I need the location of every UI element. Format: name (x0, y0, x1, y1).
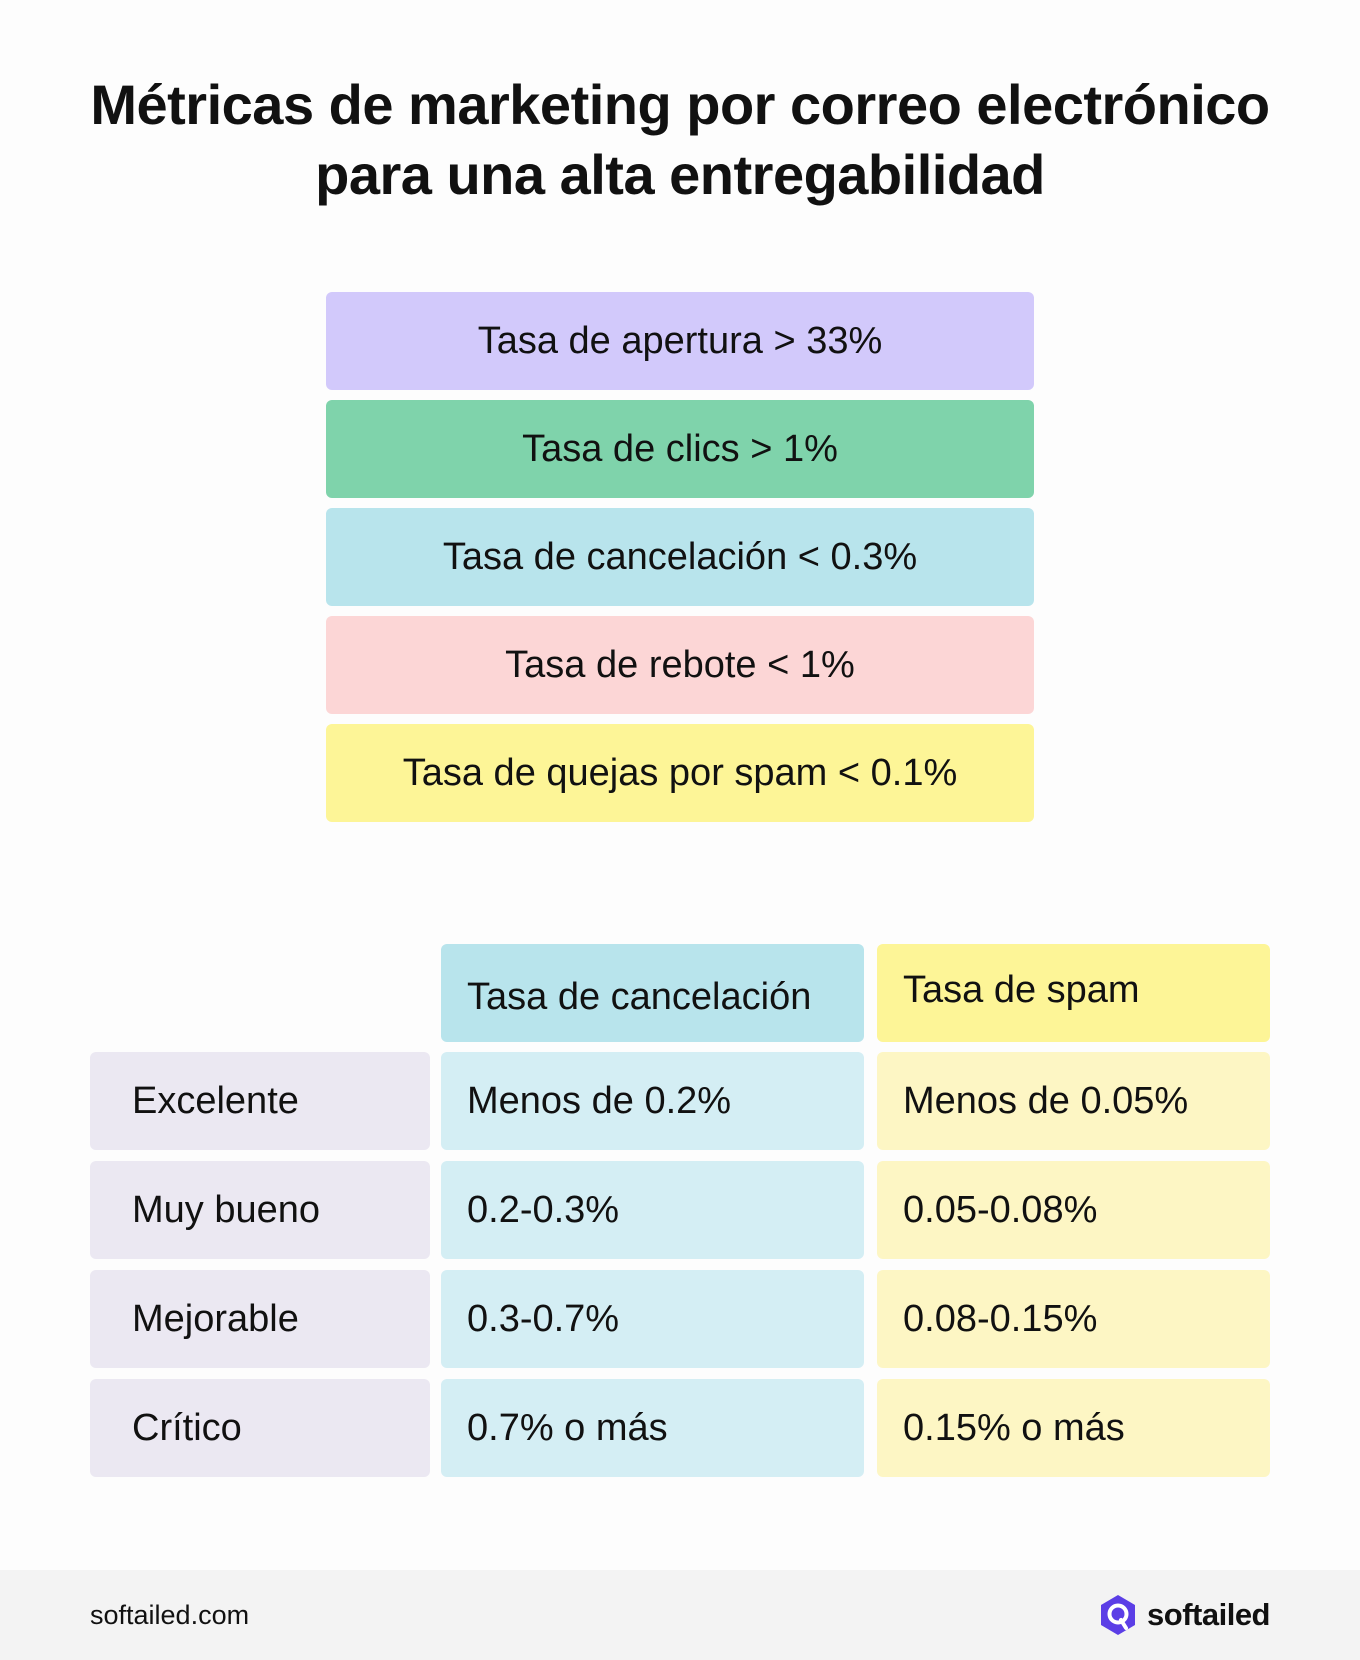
row-label-muy-bueno: Muy bueno (90, 1161, 430, 1259)
softailed-logo-icon (1099, 1594, 1137, 1636)
footer-url[interactable]: softailed.com (90, 1599, 250, 1630)
metric-unsubscribe-rate: Tasa de cancelación < 0.3% (326, 508, 1034, 606)
cell-unsubscribe-excelente: Menos de 0.2% (441, 1052, 864, 1150)
metric-open-rate: Tasa de apertura > 33% (326, 292, 1034, 390)
title-line-2: para una alta entregabilidad (315, 143, 1045, 206)
cell-unsubscribe-critico: 0.7% o más (441, 1379, 864, 1477)
cell-unsubscribe-muy-bueno: 0.2-0.3% (441, 1161, 864, 1259)
metrics-list: Tasa de apertura > 33% Tasa de clics > 1… (326, 292, 1034, 832)
brand-name: softailed (1147, 1597, 1270, 1632)
metric-click-rate: Tasa de clics > 1% (326, 400, 1034, 498)
metric-bounce-rate: Tasa de rebote < 1% (326, 616, 1034, 714)
row-label-excelente: Excelente (90, 1052, 430, 1150)
cell-spam-critico: 0.15% o más (877, 1379, 1270, 1477)
row-label-critico: Crítico (90, 1379, 430, 1477)
footer: softailed.com softailed (0, 1570, 1360, 1660)
page-title: Métricas de marketing por correo electró… (0, 70, 1360, 210)
brand-logo[interactable]: softailed (1099, 1570, 1270, 1660)
cell-spam-mejorable: 0.08-0.15% (877, 1270, 1270, 1368)
cell-spam-excelente: Menos de 0.05% (877, 1052, 1270, 1150)
title-line-1: Métricas de marketing por correo electró… (90, 73, 1270, 136)
row-label-mejorable: Mejorable (90, 1270, 430, 1368)
column-header-spam: Tasa de spam (877, 944, 1270, 1042)
cell-unsubscribe-mejorable: 0.3-0.7% (441, 1270, 864, 1368)
column-header-unsubscribe: Tasa de cancelación (441, 944, 864, 1042)
metric-spam-complaint-rate: Tasa de quejas por spam < 0.1% (326, 724, 1034, 822)
cell-spam-muy-bueno: 0.05-0.08% (877, 1161, 1270, 1259)
